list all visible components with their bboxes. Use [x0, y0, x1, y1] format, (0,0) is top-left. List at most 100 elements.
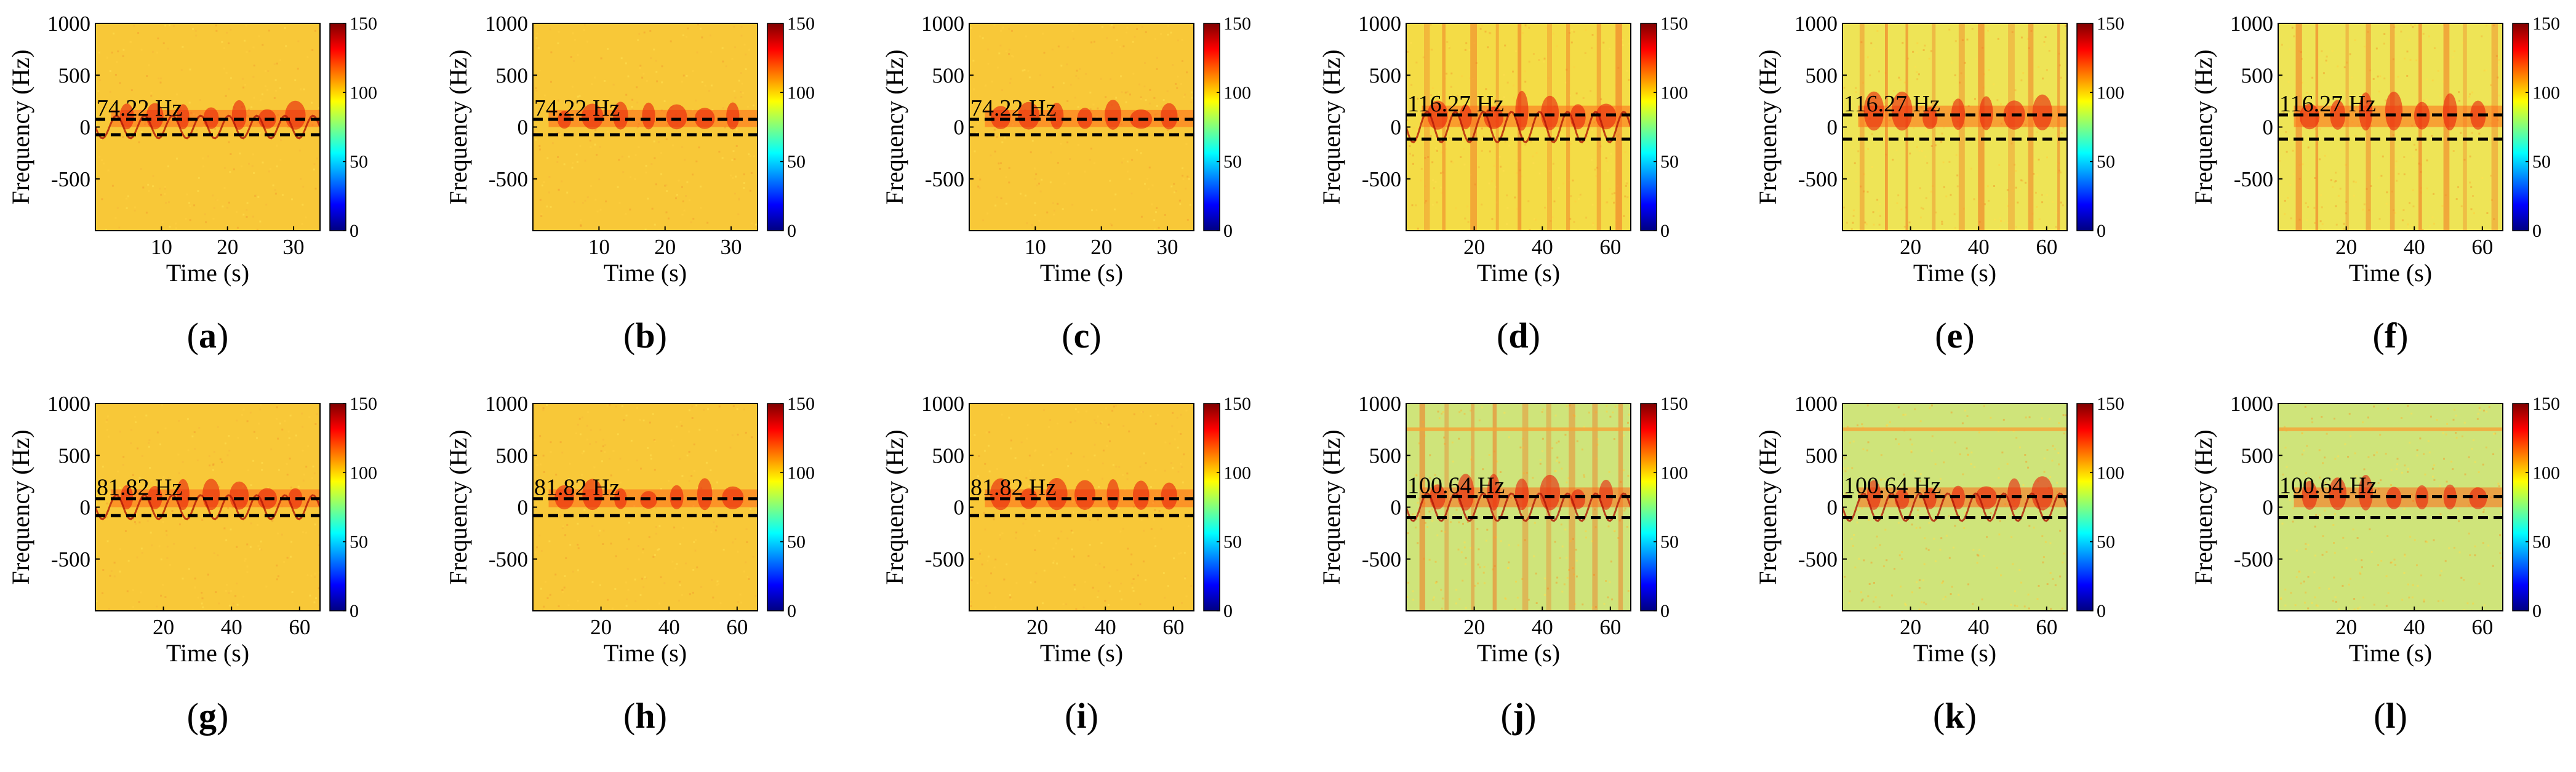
y-tick-label: -500 — [925, 167, 964, 191]
y-tick-label: 500 — [496, 444, 529, 468]
panel-letter: g — [199, 696, 217, 736]
y-tick-label: -500 — [1362, 167, 1401, 191]
burst — [2469, 487, 2487, 509]
harmonic-band — [1842, 427, 2067, 431]
y-tick-label: 1000 — [1794, 12, 1838, 36]
colorbar-tick-label: 150 — [1223, 14, 1251, 34]
y-tick-label: 1000 — [1358, 12, 1401, 36]
burst — [722, 486, 744, 509]
burst — [1922, 107, 1938, 129]
colorbar — [329, 23, 346, 231]
panel-label: (g) — [187, 696, 229, 736]
x-axis-label: Time (s) — [166, 639, 249, 667]
plot-area — [95, 23, 320, 231]
x-tick-label: 40 — [221, 615, 242, 639]
y-tick-label: 0 — [518, 496, 529, 520]
burst — [1018, 101, 1040, 130]
burst — [2359, 92, 2373, 131]
colorbar-tick-label: 100 — [350, 82, 377, 103]
burst — [2330, 100, 2346, 130]
panel-label: (k) — [1933, 696, 1977, 736]
x-tick-label: 60 — [726, 615, 748, 639]
burst — [2299, 103, 2320, 130]
colorbar-tick-label: 0 — [2532, 601, 2542, 621]
frequency-annotation: 74.22 Hz — [534, 95, 620, 121]
colorbar-tick-label: 50 — [1223, 532, 1242, 552]
frequency-annotation: 81.82 Hz — [97, 475, 182, 501]
panel-label: (d) — [1497, 316, 1540, 356]
y-tick-label: 500 — [1369, 63, 1402, 87]
y-tick-label: 0 — [80, 116, 91, 140]
x-tick-label: 10 — [1025, 235, 1046, 259]
frequency-annotation: 100.64 Hz — [2279, 473, 2377, 499]
burst — [2007, 478, 2022, 511]
x-tick-label: 40 — [1532, 235, 1553, 259]
colorbar-tick-label: 50 — [2097, 532, 2115, 552]
burst — [176, 479, 190, 511]
y-tick-label: 1000 — [485, 12, 528, 36]
x-tick-label: 60 — [2036, 615, 2057, 639]
x-axis-label: Time (s) — [1040, 639, 1123, 667]
x-tick-label: 60 — [1599, 235, 1621, 259]
y-tick-label: 500 — [58, 444, 91, 468]
colorbar-tick-label: 0 — [2532, 221, 2542, 241]
panel-letter: k — [1945, 696, 1965, 736]
y-tick-label: 0 — [954, 496, 965, 520]
harmonic-band — [2278, 427, 2503, 431]
colorbar-tick-label: 100 — [1660, 82, 1688, 103]
burst — [582, 479, 603, 511]
y-axis-label: Frequency (Hz) — [1318, 429, 1345, 584]
burst — [1514, 479, 1529, 511]
y-tick-label: -500 — [2234, 547, 2273, 571]
y-tick-label: 1000 — [2230, 12, 2273, 36]
frequency-annotation: 116.27 Hz — [1407, 91, 1504, 117]
colorbar-tick-label: 0 — [2097, 601, 2106, 621]
x-tick-label: 20 — [2335, 615, 2357, 639]
burst — [1106, 479, 1119, 510]
x-tick-label: 30 — [721, 235, 742, 259]
colorbar — [1203, 23, 1220, 231]
signal-bursts — [121, 479, 303, 511]
burst — [1020, 488, 1038, 509]
x-tick-label: 40 — [2404, 615, 2425, 639]
x-axis-label: Time (s) — [166, 259, 249, 287]
panel-letter: d — [1508, 316, 1528, 356]
x-tick-label: 10 — [588, 235, 610, 259]
x-tick-label: 20 — [1463, 615, 1485, 639]
y-tick-label: -500 — [925, 547, 964, 571]
colorbar-tick-label: 150 — [787, 14, 815, 34]
y-tick-label: -500 — [1798, 547, 1838, 571]
burst — [1132, 480, 1150, 510]
x-tick-label: 20 — [1463, 235, 1485, 259]
spectrogram-noise — [970, 23, 1194, 231]
signal-bursts — [991, 100, 1178, 130]
burst — [1487, 474, 1500, 511]
y-tick-label: 500 — [1806, 63, 1838, 87]
y-tick-label: 0 — [2263, 496, 2274, 520]
burst — [2032, 94, 2052, 130]
colorbar-tick-label: 100 — [2097, 463, 2124, 483]
colorbar-tick-label: 100 — [787, 463, 815, 483]
burst — [2442, 93, 2457, 130]
burst — [1866, 480, 1881, 510]
panel-letter: i — [1076, 696, 1086, 736]
frequency-annotation: 100.64 Hz — [1844, 473, 1941, 499]
colorbar-tick-label: 150 — [2532, 14, 2560, 34]
plot-area — [969, 23, 1194, 231]
frequency-annotation: 81.82 Hz — [970, 475, 1056, 501]
panel-label: (a) — [187, 316, 229, 356]
x-axis-label: Time (s) — [1477, 259, 1560, 287]
x-tick-label: 10 — [151, 235, 172, 259]
y-tick-label: 1000 — [47, 12, 90, 36]
colorbar-tick-label: 100 — [787, 82, 815, 103]
frequency-annotation: 74.22 Hz — [97, 95, 182, 121]
colorbar-tick-label: 50 — [2097, 152, 2115, 172]
y-tick-label: -500 — [51, 547, 90, 571]
plot-area — [1842, 404, 2067, 611]
y-tick-label: -500 — [51, 167, 90, 191]
y-tick-label: 1000 — [921, 392, 964, 416]
